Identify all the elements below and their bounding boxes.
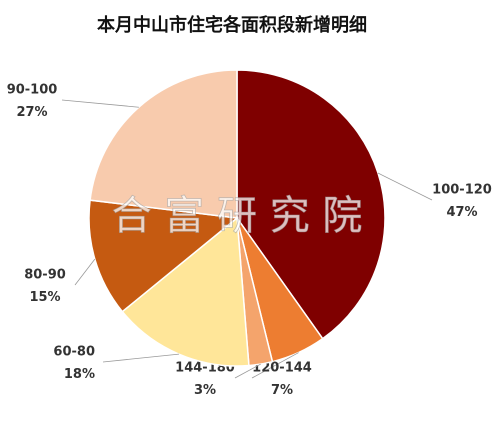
leader-line [377,172,433,201]
percent-sign: % [35,105,48,120]
percent-sign: % [203,383,216,398]
slice-value: 3% [194,383,216,398]
value-number: 27 [16,105,34,120]
slice-value: 18% [64,367,95,382]
slice-value: 15% [29,290,60,305]
leader-line [74,258,96,286]
value-number: 7 [271,383,280,398]
slice-label: 80-90 [24,268,66,283]
value-number: 3 [194,383,203,398]
leader-line [61,99,139,108]
leader-line [251,352,299,379]
pie-slice [121,216,250,367]
value-number: 15 [29,290,47,305]
leader-line [234,363,261,379]
slice-value: 7% [271,383,293,398]
value-number: 18 [64,367,82,382]
slice-label: 120-144 [252,361,312,376]
slice-label: 100-120 [432,183,492,198]
chart-title: 本月中山市住宅各面积段新增明细 [97,14,367,36]
slice-value: 27% [16,105,47,120]
percent-sign: % [48,290,61,305]
value-number: 47 [446,205,464,220]
percent-sign: % [465,205,478,220]
slice-label: 90-100 [7,83,58,98]
leader-line [102,353,180,363]
slice-value: 47% [446,205,477,220]
percent-sign: % [280,383,293,398]
pie-slice [236,69,386,340]
watermark: 合 富 研 究 院 [112,193,363,239]
percent-sign: % [82,367,95,382]
slice-label: 60-80 [53,345,95,360]
